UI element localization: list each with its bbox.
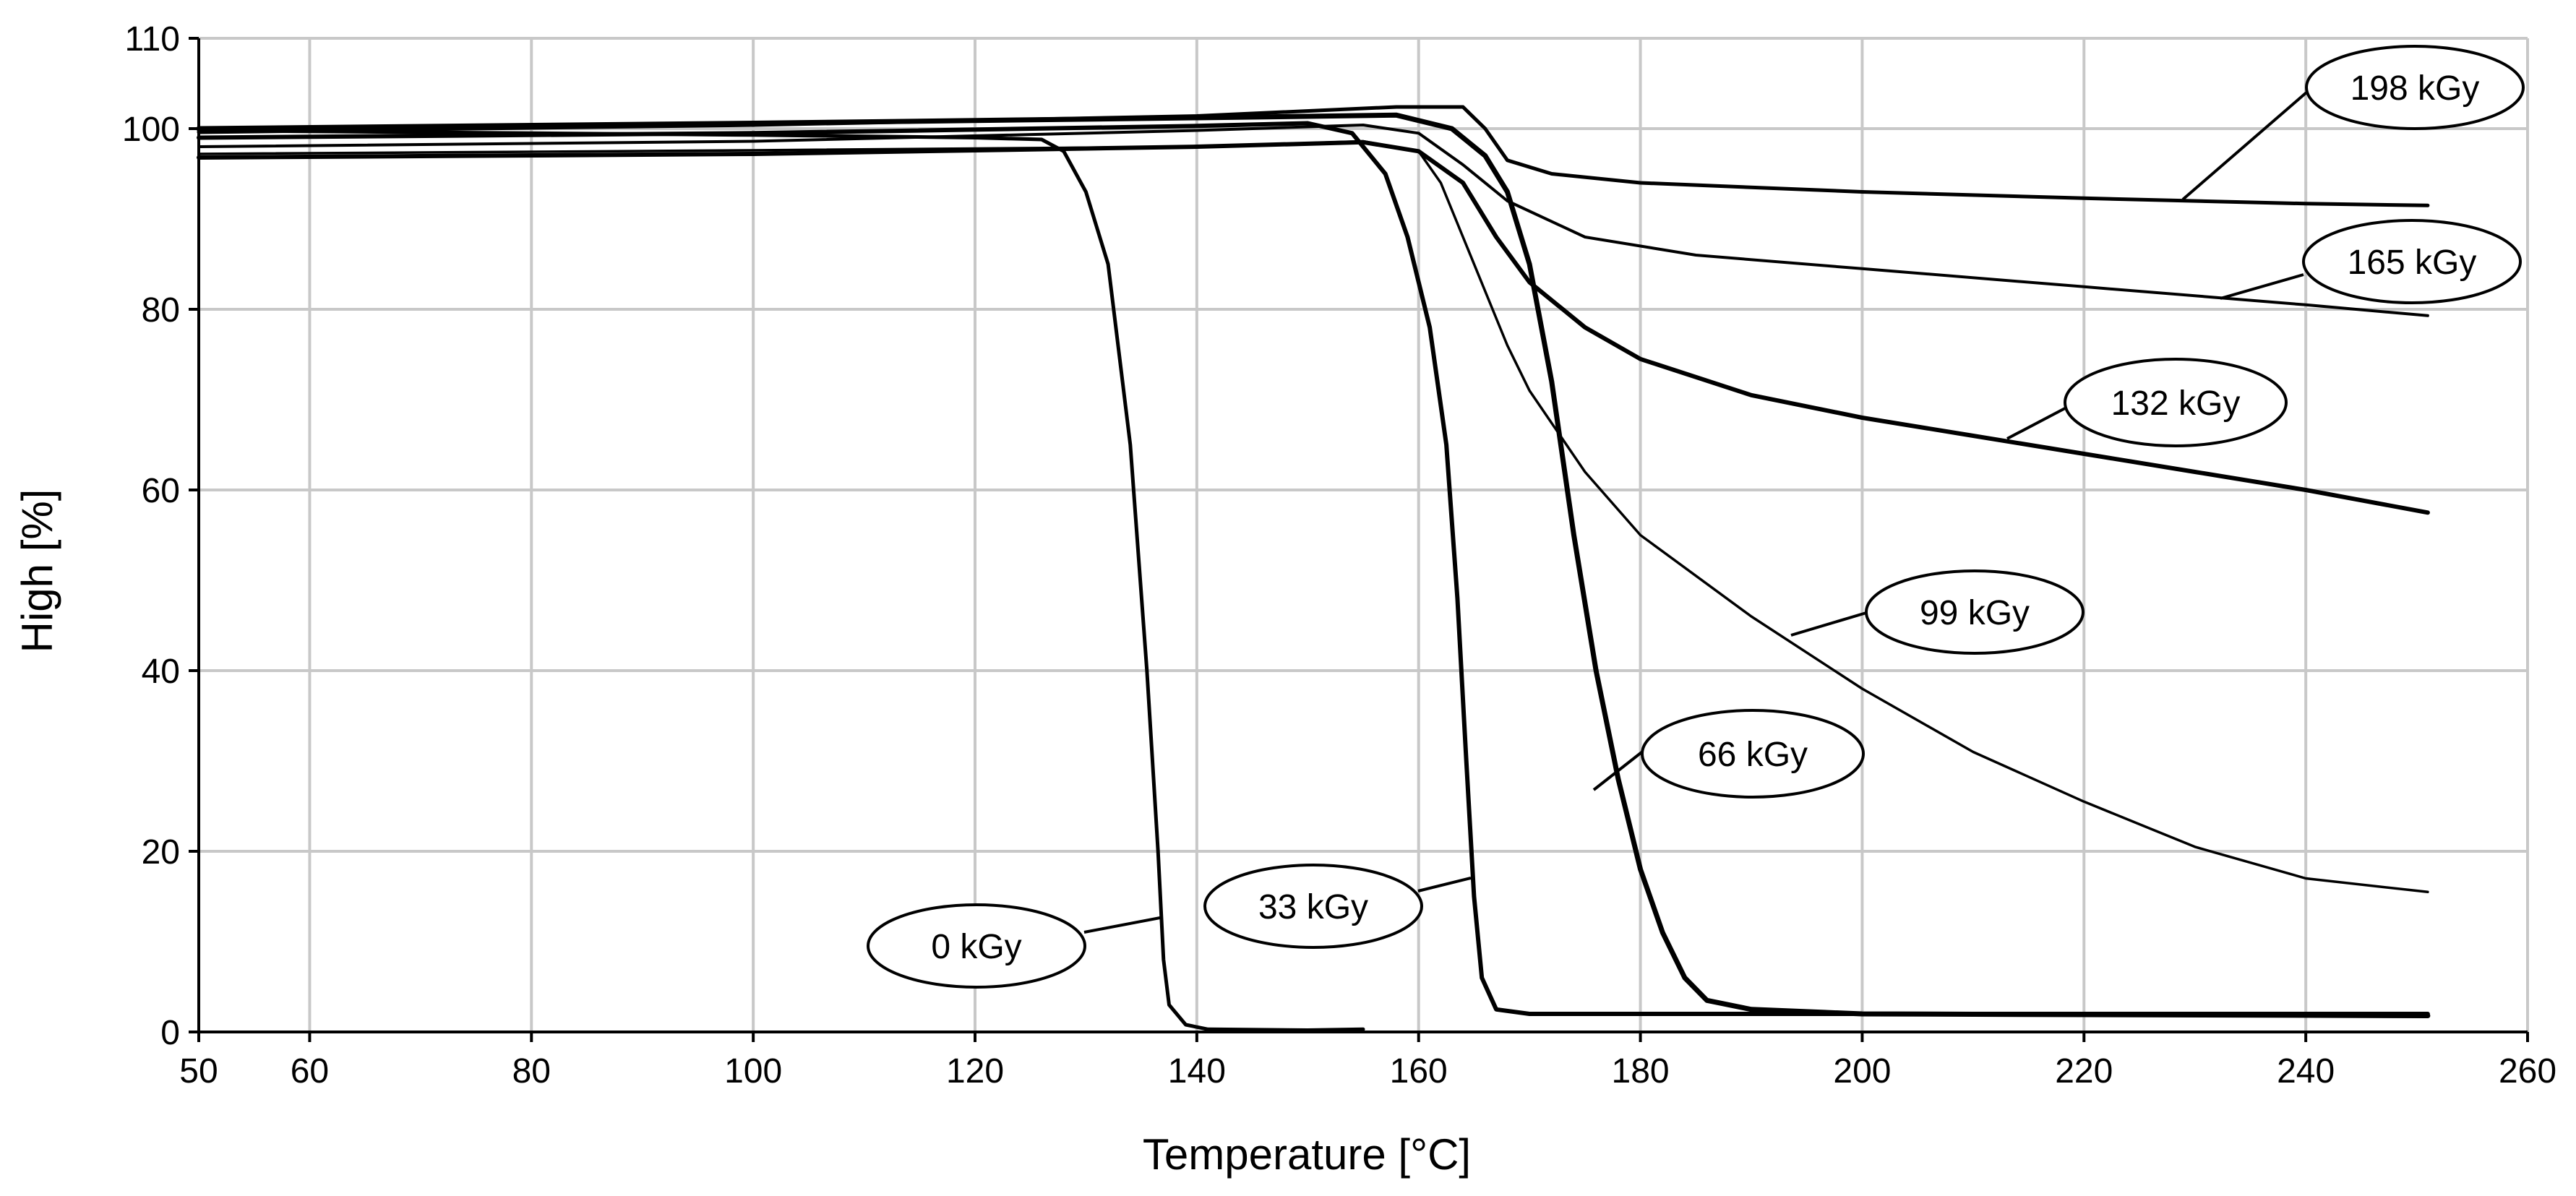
- x-axis-title: Temperature [°C]: [1143, 1130, 1471, 1179]
- y-axis-title: High [%]: [13, 489, 61, 653]
- callout-label-33-kgy: 33 kGy: [1258, 888, 1368, 926]
- callout-label-132-kgy: 132 kGy: [2111, 384, 2241, 423]
- y-tick-label: 80: [142, 291, 180, 330]
- callout-label-0-kgy: 0 kGy: [931, 928, 1021, 966]
- x-tick-label: 240: [2277, 1052, 2335, 1090]
- callout-ellipse-99-kgy: [1865, 569, 2085, 655]
- callouts: 0 kGy 33 kGy 66 kGy 99 kGy 132 kGy 165 kGy 198…: [867, 45, 2525, 989]
- y-tick-label: 40: [142, 653, 180, 691]
- callout-ellipse-132-kgy: [2064, 358, 2288, 447]
- series-line-165-kgy: [197, 124, 2429, 317]
- series-line-198-kgy: [197, 105, 2430, 207]
- series-line-0-kgy: [197, 129, 1365, 1032]
- series-line-132-kgy: [197, 139, 2430, 515]
- x-tick-label: 180: [1612, 1052, 1670, 1090]
- callout-ellipse-165-kgy: [2302, 219, 2522, 304]
- x-tick-label: 140: [1168, 1052, 1226, 1090]
- x-tick-label: 100: [724, 1052, 782, 1090]
- x-tick-label: 200: [1833, 1052, 1891, 1090]
- callout-leader-0-kgy: [1083, 916, 1161, 934]
- y-tick-label: 0: [160, 1014, 180, 1052]
- callout-leader-99-kgy: [1790, 611, 1867, 637]
- callout-ellipse-0-kgy: [867, 903, 1086, 989]
- callout-label-66-kgy: 66 kGy: [1698, 736, 1808, 774]
- series-line-33-kgy: [197, 121, 2430, 1016]
- series-line-66-kgy: [196, 112, 2431, 1018]
- callout-leader-198-kgy: [2181, 91, 2308, 201]
- callout-leader-33-kgy: [1417, 877, 1472, 892]
- x-tick-label: 80: [512, 1052, 551, 1090]
- series-line-99-kgy: [197, 139, 2429, 894]
- grid: [199, 37, 2529, 1032]
- y-tick-label: 60: [142, 472, 180, 510]
- x-tick-label: 260: [2499, 1052, 2556, 1090]
- callout-leader-165-kgy: [2220, 273, 2304, 300]
- y-tick-label: 110: [124, 20, 180, 59]
- y-tick-label: 100: [122, 111, 180, 149]
- callout-ellipse-33-kgy: [1203, 864, 1423, 949]
- callout-ellipse-198-kgy: [2305, 45, 2525, 130]
- x-tick-label: 160: [1390, 1052, 1448, 1090]
- callout-label-99-kgy: 99 kGy: [1920, 594, 2030, 632]
- callout-leader-132-kgy: [2006, 407, 2066, 440]
- callout-ellipse-66-kgy: [1641, 709, 1865, 799]
- x-tick-label: 60: [291, 1052, 329, 1090]
- x-tick-label: 120: [946, 1052, 1004, 1090]
- callout-label-165-kgy: 165 kGy: [2348, 244, 2477, 282]
- y-tick-label: 20: [142, 833, 180, 872]
- callout-leader-66-kgy: [1592, 749, 1646, 791]
- callout-label-198-kgy: 198 kGy: [2350, 69, 2480, 108]
- series-group: [196, 105, 2431, 1032]
- x-tick-label: 50: [179, 1052, 218, 1090]
- x-tick-label: 220: [2055, 1052, 2113, 1090]
- axes: 50 60 80 100 120 140 160 180 200 220 240 260 0 20 40 60…: [122, 20, 2556, 1090]
